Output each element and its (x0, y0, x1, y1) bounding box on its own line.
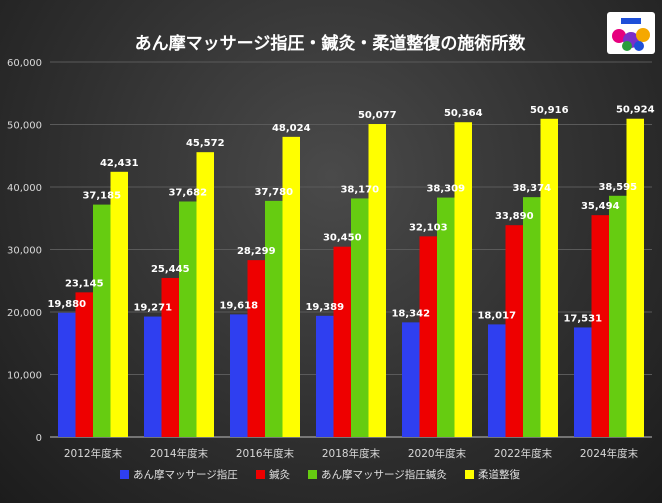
bar (488, 324, 506, 437)
bar (437, 197, 455, 437)
x-tick-label: 2020年度末 (408, 447, 467, 460)
legend-swatch (308, 470, 317, 479)
x-tick-label: 2012年度末 (64, 447, 123, 460)
bar (523, 197, 541, 437)
y-tick-label: 40,000 (7, 183, 42, 194)
bar (333, 246, 351, 437)
bar (454, 122, 472, 437)
bar (75, 292, 93, 437)
bar (316, 315, 334, 437)
bar (58, 312, 76, 437)
legend-label: 鍼灸 (269, 468, 290, 481)
x-tick-label: 2014年度末 (150, 447, 209, 460)
legend: あん摩マッサージ指圧 鍼灸 あん摩マッサージ指圧鍼灸 柔道整復 (120, 468, 520, 481)
data-label: 50,364 (444, 108, 483, 119)
bar (419, 236, 437, 437)
data-label: 28,299 (237, 246, 276, 257)
y-tick-label: 20,000 (7, 308, 42, 319)
data-label: 32,103 (409, 222, 448, 233)
bar (247, 260, 265, 437)
data-label: 33,890 (495, 211, 534, 222)
legend-label: あん摩マッサージ指圧鍼灸 (321, 468, 447, 481)
bar (368, 124, 386, 438)
data-labels-layer: 19,880 23,145 37,185 42,431 19,271 25,445 37,6… (47, 105, 654, 325)
data-label: 38,374 (512, 183, 551, 194)
legend-label: 柔道整復 (478, 468, 520, 481)
data-label: 30,450 (323, 233, 362, 244)
bar (230, 314, 248, 437)
bar (591, 215, 609, 437)
data-label: 38,309 (426, 184, 465, 195)
y-tick-label: 60,000 (7, 58, 42, 69)
data-label: 18,017 (477, 310, 516, 321)
y-tick-label: 0 (36, 433, 42, 444)
legend-swatch (465, 470, 474, 479)
bar (144, 316, 162, 437)
data-label: 25,445 (151, 264, 190, 275)
bar (351, 198, 369, 437)
data-label: 18,342 (391, 308, 430, 319)
bar (93, 204, 111, 437)
bar (574, 327, 592, 437)
y-tick-label: 30,000 (7, 246, 42, 257)
data-label: 35,494 (581, 201, 620, 212)
logo-icon (607, 12, 655, 54)
x-tick-label: 2018年度末 (322, 447, 381, 460)
legend-swatch (120, 470, 129, 479)
legend-swatch (256, 470, 265, 479)
bar (282, 136, 300, 437)
data-label: 19,880 (47, 299, 86, 310)
data-label: 37,682 (168, 187, 207, 198)
axis-layer: 0 10,000 20,000 30,000 40,000 50,000 60,000 201… (7, 58, 639, 460)
legend-label: あん摩マッサージ指圧 (133, 468, 238, 481)
data-label: 19,618 (219, 300, 258, 311)
bar (626, 118, 644, 437)
bar (402, 322, 420, 437)
data-label: 23,145 (65, 278, 104, 289)
data-label: 37,185 (82, 191, 121, 202)
bar (540, 118, 558, 438)
x-tick-label: 2024年度末 (580, 447, 639, 460)
bar (265, 200, 283, 437)
bars-layer (58, 118, 644, 438)
y-tick-label: 10,000 (7, 371, 42, 382)
data-label: 50,916 (530, 105, 569, 116)
data-label: 48,024 (272, 123, 311, 134)
bar (505, 225, 523, 437)
data-label: 38,170 (340, 184, 379, 195)
bar (161, 277, 179, 437)
bar (110, 171, 128, 437)
chart-title: あん摩マッサージ指圧・鍼灸・柔道整復の施術所数 (135, 33, 527, 54)
data-label: 19,389 (305, 302, 344, 313)
y-tick-label: 50,000 (7, 121, 42, 132)
data-label: 50,077 (358, 110, 397, 121)
data-label: 17,531 (563, 313, 602, 324)
bar (179, 201, 197, 437)
x-tick-label: 2016年度末 (236, 447, 295, 460)
bar (609, 195, 627, 437)
data-label: 45,572 (186, 138, 225, 149)
bar (196, 152, 214, 438)
x-tick-label: 2022年度末 (494, 447, 553, 460)
data-label: 38,595 (598, 182, 637, 193)
data-label: 37,780 (254, 187, 293, 198)
data-label: 50,924 (616, 105, 655, 116)
data-label: 42,431 (100, 158, 139, 169)
data-label: 19,271 (133, 303, 172, 314)
